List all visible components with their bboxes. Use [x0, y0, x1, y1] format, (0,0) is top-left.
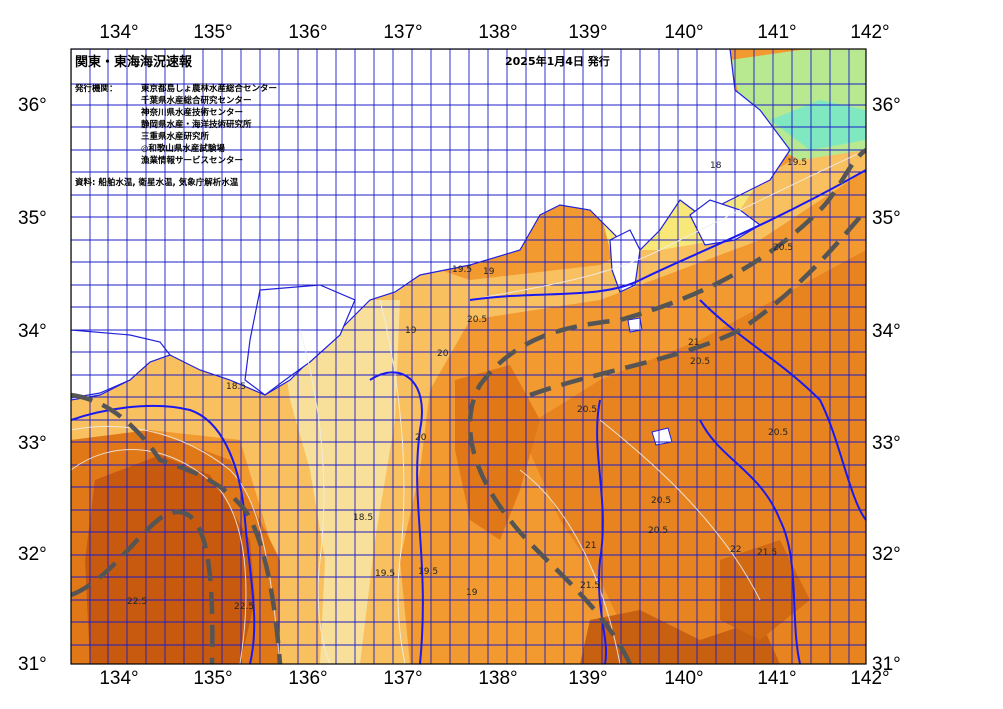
lon-tick-bottom-134: 134°: [99, 668, 139, 689]
organization-item: 静岡県水産・海洋技術研究所: [141, 120, 252, 130]
lat-tick-right-34: 34°: [872, 321, 901, 342]
zone-dark-center: [455, 365, 540, 540]
organizations-label: 発行機関：: [75, 84, 118, 94]
lon-tick-top-142: 142°: [850, 22, 890, 43]
lon-tick-bottom-139: 139°: [568, 668, 608, 689]
isotherm-label-20-5: 20.5: [651, 496, 671, 506]
organization-item: 漁業情報サービスセンター: [141, 156, 244, 166]
isotherm-label-19-5: 19.5: [452, 265, 472, 275]
lon-tick-top-136: 136°: [288, 22, 328, 43]
lat-tick-right-35: 35°: [872, 208, 901, 229]
isotherm-label-19-5: 19.5: [375, 569, 395, 579]
isotherm-label-22-5: 22.5: [234, 602, 254, 612]
lon-tick-top-139: 139°: [568, 22, 608, 43]
issue-date: 2025年1月4日 発行: [505, 55, 610, 68]
isotherm-label-20-5: 20.5: [648, 526, 668, 536]
data-source-note: 資料: 船舶水温, 衛星水温, 気象庁解析水温: [75, 178, 239, 188]
isotherm-label-20-5: 20.5: [690, 357, 710, 367]
zone-north-cyan: [770, 100, 866, 150]
issuing-organizations: 発行機関： 東京都島しょ農林水産総合センター 千葉県水産総合研究センター 神奈川…: [75, 83, 277, 166]
lon-tick-top-141: 141°: [757, 22, 797, 43]
lat-tick-left-32: 32°: [18, 544, 47, 565]
isotherm-label-22: 22: [730, 545, 741, 555]
isotherms-white: [71, 149, 866, 664]
isotherm-label-19: 19: [405, 326, 417, 336]
isotherm-label-20: 20: [415, 433, 427, 443]
lat-tick-left-34: 34°: [18, 321, 47, 342]
kuroshio-axis: [71, 148, 866, 664]
lon-tick-top-134: 134°: [99, 22, 139, 43]
lat-tick-left-31: 31°: [18, 654, 47, 675]
isotherm-label-18-5: 18.5: [353, 513, 373, 523]
lat-tick-right-32: 32°: [872, 544, 901, 565]
zone-darker-southeast: [720, 540, 810, 640]
lat-tick-left-33: 33°: [18, 433, 47, 454]
isotherm-labels: 20.5 20.5 20.5 20.5 20.5 20.5 20.5 19.5 …: [127, 158, 807, 612]
isotherm-label-18: 18: [710, 161, 722, 171]
land-kii-peninsula: [244, 284, 356, 396]
lon-tick-bottom-138: 138°: [478, 668, 518, 689]
lon-tick-top-137: 137°: [383, 22, 423, 43]
isotherm-label-21-5: 21.5: [757, 548, 777, 558]
lon-tick-bottom-141: 141°: [757, 668, 797, 689]
zone-darkest-south: [580, 610, 780, 664]
lon-tick-bottom-137: 137°: [383, 668, 423, 689]
lat-tick-left-36: 36°: [18, 95, 47, 116]
lat-tick-right-33: 33°: [872, 433, 901, 454]
isotherm-label-20-5: 20.5: [768, 428, 788, 438]
organization-item: 東京都島しょ農林水産総合センター: [141, 84, 278, 94]
lon-tick-top-140: 140°: [664, 22, 704, 43]
lon-tick-bottom-136: 136°: [288, 668, 328, 689]
land-honshu: [71, 49, 791, 401]
isotherm-label-20: 20: [437, 349, 449, 359]
isotherm-label-19-5: 19.5: [787, 158, 807, 168]
map-border: [70, 48, 867, 665]
organization-item: 三重県水産研究所: [141, 132, 210, 142]
isotherm-label-21: 21: [688, 338, 699, 348]
isotherm-label-22-5: 22.5: [127, 597, 147, 607]
lat-tick-right-36: 36°: [872, 95, 901, 116]
organization-item: 神奈川県水産技術センター: [141, 108, 244, 118]
isotherm-label-20-5: 20.5: [577, 405, 597, 415]
isotherm-label-21: 21: [585, 541, 596, 551]
isotherm-label-20-5: 20.5: [773, 243, 793, 253]
isotherm-label-19-5: 19.5: [418, 567, 438, 577]
lat-tick-left-35: 35°: [18, 208, 47, 229]
isotherms-blue: [71, 169, 866, 664]
isotherm-label-19: 19: [483, 267, 495, 277]
lon-tick-bottom-135: 135°: [193, 668, 233, 689]
organization-item: ◎和歌山県水産試験場: [141, 144, 225, 154]
zone-pale-yellow: [280, 300, 400, 664]
organization-item: 千葉県水産総合研究センター: [141, 96, 252, 106]
lat-tick-right-31: 31°: [872, 654, 901, 675]
lon-tick-bottom-140: 140°: [664, 668, 704, 689]
map-title: 関東・東海海況速報: [75, 55, 193, 70]
lon-tick-top-138: 138°: [478, 22, 518, 43]
isotherm-label-18-5: 18.5: [226, 382, 246, 392]
lon-tick-bottom-142: 142°: [850, 668, 890, 689]
isotherm-label-19: 19: [466, 588, 478, 598]
organization-list: 東京都島しょ農林水産総合センター 千葉県水産総合研究センター 神奈川県水産技術セ…: [141, 83, 277, 167]
lon-tick-top-135: 135°: [193, 22, 233, 43]
isotherm-label-21-5: 21.5: [580, 581, 600, 591]
isotherm-label-20-5: 20.5: [467, 315, 487, 325]
